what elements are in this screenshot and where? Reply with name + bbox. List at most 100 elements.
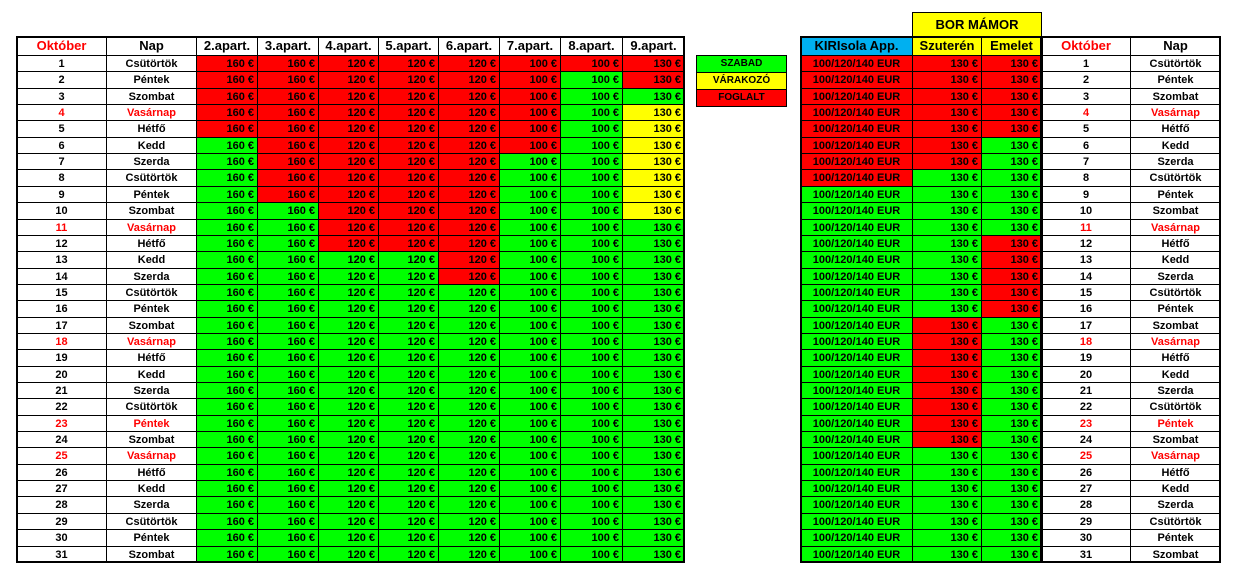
price-cell: 100 € (499, 431, 561, 448)
price-cell: 160 € (196, 317, 258, 334)
price-cell: 100 € (499, 480, 561, 497)
column-header: 2.apart. (196, 36, 258, 56)
price-cell: 130 € (981, 55, 1042, 72)
day-name: Csütörtök (1130, 55, 1221, 72)
price-cell: 130 € (981, 464, 1042, 481)
day-name: Vasárnap (106, 447, 197, 465)
day-name: Csütörtök (106, 55, 197, 72)
price-cell: 120 € (318, 480, 379, 497)
day-number: 13 (1041, 251, 1131, 269)
day-name: Szombat (1130, 88, 1221, 105)
price-cell: 120 € (318, 137, 379, 154)
day-name: Csütörtök (106, 513, 197, 530)
day-name: Péntek (1130, 300, 1221, 318)
day-name: Kedd (106, 251, 197, 269)
column-header: Nap (1130, 36, 1221, 56)
day-number: 17 (16, 317, 107, 334)
price-cell: 100 € (499, 268, 561, 285)
day-name: Szerda (106, 496, 197, 514)
price-cell: 130 € (981, 251, 1042, 269)
day-name: Kedd (1130, 480, 1221, 497)
price-cell: 120 € (438, 55, 500, 72)
day-name: Hétfő (106, 464, 197, 481)
price-cell: 130 € (622, 431, 685, 448)
price-cell: 120 € (378, 71, 439, 89)
price-cell: 100 € (560, 529, 623, 547)
app-price-cell: 100/120/140 EUR (800, 382, 913, 399)
price-cell: 120 € (438, 431, 500, 448)
price-cell: 120 € (318, 104, 379, 121)
column-header: KIRIsola App. (800, 36, 913, 56)
day-number: 11 (1041, 219, 1131, 236)
day-name: Szerda (1130, 382, 1221, 399)
price-cell: 120 € (438, 382, 500, 399)
price-cell: 120 € (378, 251, 439, 269)
app-price-cell: 100/120/140 EUR (800, 480, 913, 497)
price-cell: 130 € (981, 300, 1042, 318)
price-cell: 100 € (499, 366, 561, 383)
day-name: Hétfő (106, 349, 197, 367)
day-number: 14 (16, 268, 107, 285)
price-cell: 100 € (499, 120, 561, 138)
app-price-cell: 100/120/140 EUR (800, 300, 913, 318)
app-price-cell: 100/120/140 EUR (800, 366, 913, 383)
price-cell: 160 € (257, 169, 319, 187)
day-name: Péntek (106, 300, 197, 318)
price-cell: 130 € (981, 480, 1042, 497)
day-number: 17 (1041, 317, 1131, 334)
day-name: Vasárnap (1130, 447, 1221, 465)
day-number: 30 (16, 529, 107, 547)
price-cell: 160 € (257, 529, 319, 547)
price-cell: 130 € (622, 153, 685, 170)
price-cell: 160 € (196, 235, 258, 252)
day-number: 25 (16, 447, 107, 465)
price-cell: 160 € (257, 219, 319, 236)
price-cell: 160 € (257, 268, 319, 285)
price-cell: 160 € (257, 546, 319, 563)
price-cell: 130 € (981, 546, 1042, 563)
price-cell: 130 € (622, 333, 685, 350)
price-cell: 120 € (438, 300, 500, 318)
price-cell: 120 € (378, 398, 439, 416)
price-cell: 130 € (622, 513, 685, 530)
day-number: 22 (16, 398, 107, 416)
day-number: 4 (1041, 104, 1131, 121)
price-cell: 120 € (378, 349, 439, 367)
price-cell: 120 € (378, 284, 439, 301)
price-cell: 130 € (981, 235, 1042, 252)
price-cell: 160 € (257, 431, 319, 448)
price-cell: 100 € (499, 447, 561, 465)
day-number: 16 (16, 300, 107, 318)
price-cell: 100 € (560, 382, 623, 399)
price-cell: 160 € (257, 333, 319, 350)
day-name: Péntek (1130, 186, 1221, 203)
price-cell: 100 € (560, 349, 623, 367)
price-cell: 100 € (560, 120, 623, 138)
price-cell: 120 € (378, 88, 439, 105)
price-cell: 120 € (378, 529, 439, 547)
price-cell: 100 € (560, 251, 623, 269)
price-cell: 120 € (318, 513, 379, 530)
price-cell: 120 € (438, 219, 500, 236)
price-cell: 130 € (622, 447, 685, 465)
price-cell: 130 € (981, 71, 1042, 89)
app-price-cell: 100/120/140 EUR (800, 268, 913, 285)
day-name: Vasárnap (1130, 104, 1221, 121)
price-cell: 160 € (257, 153, 319, 170)
price-cell: 120 € (318, 496, 379, 514)
price-cell: 130 € (622, 169, 685, 187)
price-cell: 120 € (378, 546, 439, 563)
column-header: Nap (106, 36, 197, 56)
price-cell: 160 € (257, 317, 319, 334)
price-cell: 160 € (196, 349, 258, 367)
column-header: Október (1041, 36, 1131, 56)
price-cell: 160 € (196, 137, 258, 154)
day-number: 3 (16, 88, 107, 105)
price-cell: 160 € (257, 202, 319, 220)
price-cell: 130 € (981, 120, 1042, 138)
price-cell: 160 € (196, 366, 258, 383)
day-number: 10 (1041, 202, 1131, 220)
group-header: BOR MÁMOR (912, 12, 1042, 37)
price-cell: 160 € (196, 529, 258, 547)
